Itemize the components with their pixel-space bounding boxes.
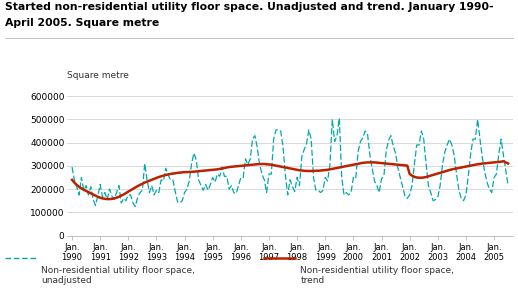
Text: Non-residential utility floor space,
trend: Non-residential utility floor space, tre… xyxy=(300,266,454,285)
Text: Started non-residential utility floor space. Unadjusted and trend. January 1990-: Started non-residential utility floor sp… xyxy=(5,2,494,11)
Text: Non-residential utility floor space,
unadjusted: Non-residential utility floor space, una… xyxy=(41,266,195,285)
Text: Square metre: Square metre xyxy=(67,71,129,80)
Text: April 2005. Square metre: April 2005. Square metre xyxy=(5,18,160,28)
